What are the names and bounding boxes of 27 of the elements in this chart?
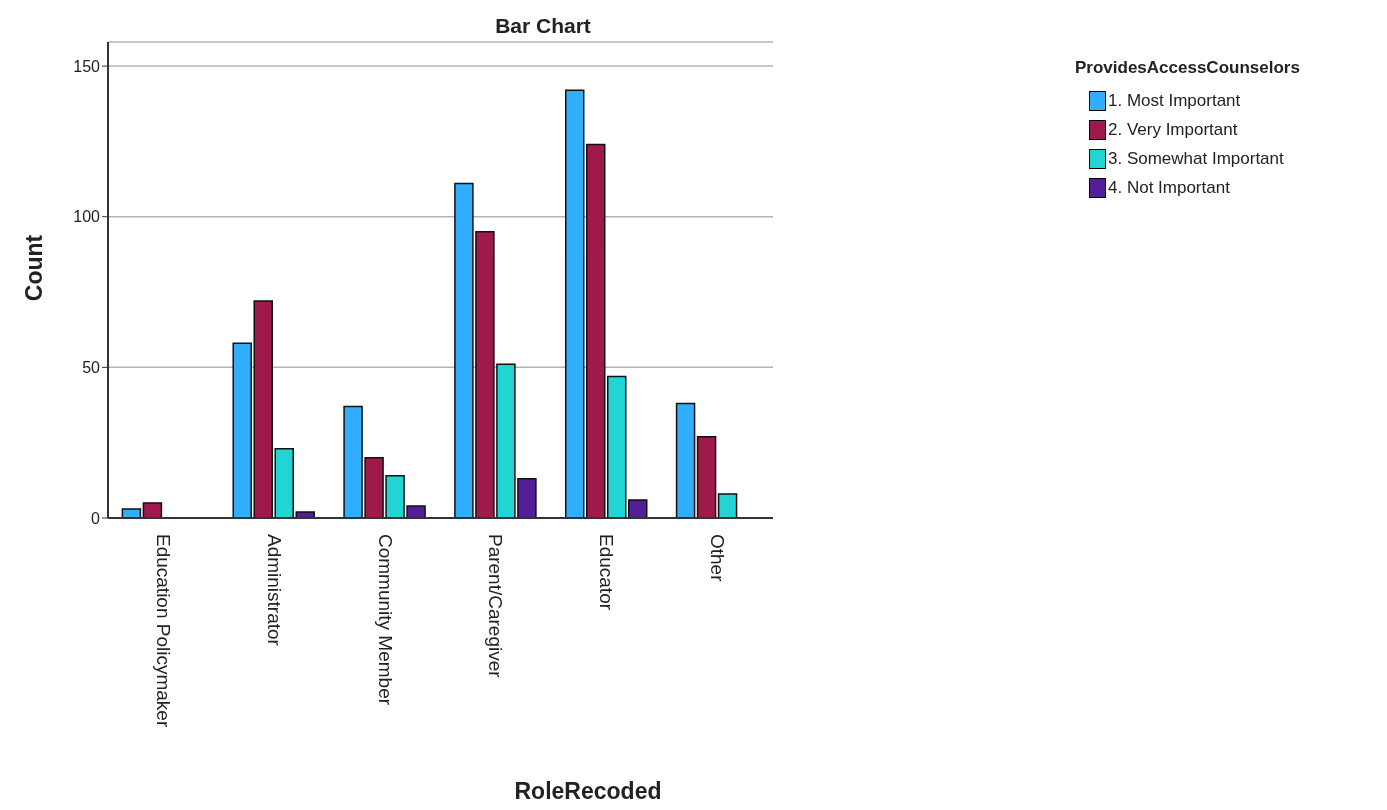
x-tick-label: Other [707,534,729,583]
x-tick-label: Community Member [374,534,396,706]
legend-label: 3. Somewhat Important [1108,148,1284,169]
y-axis-title: Count [20,234,48,302]
bar [675,402,696,518]
y-tick-label: 100 [73,208,101,226]
bar [696,435,717,518]
legend-label: 1. Most Important [1108,90,1241,111]
x-axis-title: RoleRecoded [513,778,663,805]
y-tick-label: 0 [91,509,101,527]
legend-label: 2. Very Important [1108,119,1238,140]
bar [717,493,738,518]
bar [585,143,606,518]
y-tick-label: 50 [82,359,101,377]
x-tick-label: Administrator [263,534,285,647]
legend-title: ProvidesAccessCounselors [1075,58,1301,78]
bar [121,508,142,518]
legend-label: 4. Not Important [1108,177,1230,198]
bar [606,375,627,518]
bar [627,499,648,518]
x-tick-label: Parent/Caregiver [485,534,507,679]
bar [564,89,585,518]
x-tick-label: Education Policymaker [152,534,174,728]
chart-title: Bar Chart [494,14,592,38]
bar [142,502,163,518]
x-tick-label: Educator [596,534,618,611]
y-tick-label: 150 [73,57,101,75]
